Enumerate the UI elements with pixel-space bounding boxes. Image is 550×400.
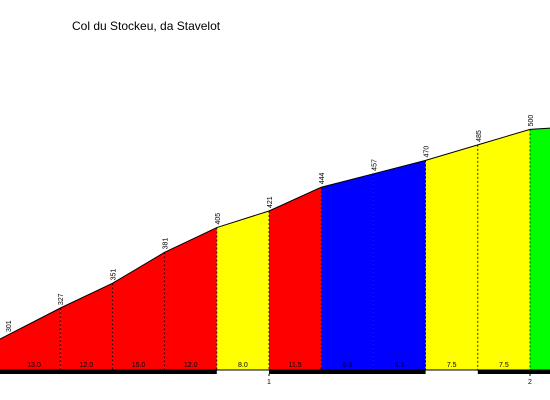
- grade-label: 6.5: [342, 362, 352, 369]
- grade-label: 6.5: [395, 362, 405, 369]
- gradient-segment: [216, 211, 269, 370]
- altitude-label: 351: [110, 269, 117, 281]
- altitude-label: 470: [424, 146, 431, 158]
- gradient-segment: [530, 128, 550, 370]
- altitude-label: 457: [371, 159, 378, 171]
- altitude-label: 485: [476, 130, 483, 142]
- baseline-white-band: [216, 370, 269, 374]
- grade-label: 8.0: [238, 362, 248, 369]
- distance-axis: [0, 369, 550, 374]
- gradient-segment: [373, 160, 426, 370]
- gradient-segment: [164, 227, 217, 370]
- profile-line: [0, 127, 550, 340]
- gradient-segments: [0, 128, 550, 370]
- altitude-label: 381: [163, 238, 170, 250]
- chart-title: Col du Stockeu, da Stavelot: [72, 19, 221, 33]
- grade-label: 12.0: [184, 362, 198, 369]
- grade-label: 15.0: [132, 362, 146, 369]
- grade-label: 12.0: [79, 362, 93, 369]
- altitude-label: 327: [58, 293, 65, 305]
- grade-label: 13.0: [27, 362, 41, 369]
- grade-label: 11.5: [289, 362, 302, 369]
- altitude-label: 421: [267, 196, 274, 208]
- km-tick-label: 1: [267, 379, 271, 386]
- gradient-segment: [60, 283, 113, 370]
- gradient-segment: [425, 144, 478, 370]
- profile-outline: [0, 127, 550, 340]
- segment-dividers: [59, 129, 531, 370]
- grade-label: 7.5: [447, 362, 457, 369]
- gradient-segment: [321, 173, 374, 370]
- altitude-label: 500: [528, 115, 535, 127]
- altitude-label: 301: [6, 320, 13, 332]
- gradient-segment: [112, 252, 165, 370]
- baseline-bar: [0, 370, 550, 374]
- altitude-label: 405: [215, 213, 222, 225]
- baseline-white-band: [425, 370, 478, 374]
- gradient-segment: [0, 308, 61, 370]
- altitude-labels: 301 327 351 381 405 421 444 457 470 485 500: [6, 115, 535, 332]
- altitude-label: 444: [319, 172, 326, 184]
- gradient-segment: [269, 187, 322, 370]
- km-tick-label: 2: [528, 379, 532, 386]
- grade-labels: 13.0 12.0 15.0 12.0 8.0 11.5 6.5 6.5 7.5 7.5: [27, 362, 509, 369]
- grade-label: 7.5: [499, 362, 509, 369]
- gradient-segment: [477, 129, 530, 370]
